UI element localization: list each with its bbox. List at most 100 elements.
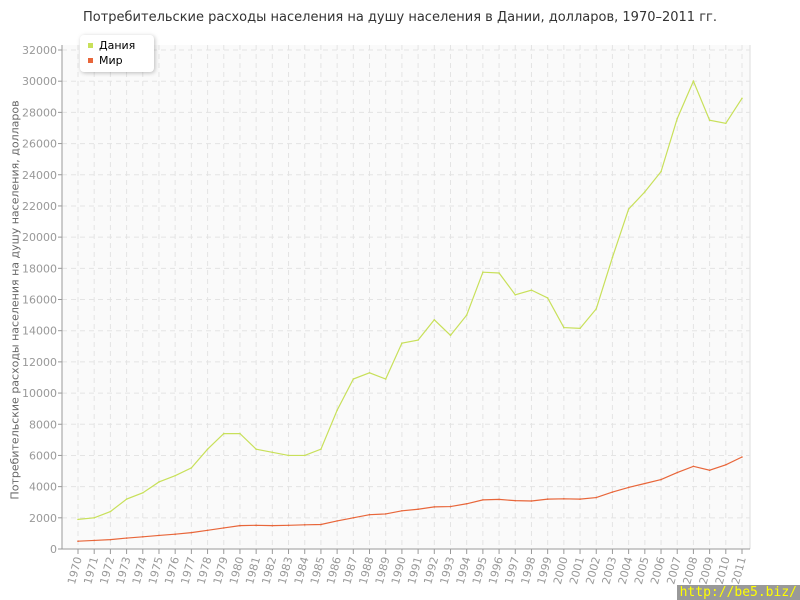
data-point [93,539,95,542]
legend: Дания Мир [80,35,154,72]
data-point [563,326,565,329]
data-point [336,409,338,412]
data-point [158,481,160,483]
data-point [482,499,484,501]
data-point [303,454,306,457]
y-tick-label: 0 [50,543,57,556]
data-point [579,327,581,330]
data-point [222,432,225,435]
y-tick-label: 28000 [22,106,57,119]
legend-swatch [88,43,93,48]
series-line-1 [77,456,743,542]
y-tick-label: 2000 [29,512,57,525]
data-point [579,498,581,500]
data-point [708,119,711,121]
data-point [741,97,743,100]
data-point [401,342,403,344]
data-point [530,500,533,502]
data-point [401,509,403,512]
data-point [368,371,371,374]
data-point [77,540,79,543]
series-line-0 [77,79,743,520]
watermark: http://be5.biz/ [676,585,800,600]
data-point [271,451,274,454]
data-point [725,122,727,125]
data-point [708,469,711,472]
legend-item-denmark[interactable]: Дания [88,38,154,53]
data-point [449,334,452,337]
data-point [109,510,112,513]
data-point [352,378,355,380]
y-tick-label: 10000 [22,387,57,400]
data-point [384,378,387,380]
data-point [190,531,193,534]
data-point [627,486,630,489]
data-point [595,496,598,499]
legend-label: Дания [99,39,136,52]
data-point [530,289,533,291]
data-point [498,272,500,274]
data-point [320,448,322,451]
data-point [498,498,500,501]
data-point [368,513,371,516]
data-point [595,308,598,310]
data-point [660,170,662,173]
data-point [563,497,565,500]
data-point [482,271,484,274]
data-point [449,505,452,508]
data-point [158,534,160,537]
data-point [174,474,176,477]
chart-title: Потребительские расходы населения на душ… [82,10,717,25]
data-point [255,448,257,451]
data-point [141,492,144,494]
legend-item-world[interactable]: Мир [88,53,154,68]
y-tick-label: 24000 [22,169,57,182]
data-point [546,297,549,299]
data-point [271,524,274,527]
data-point [644,191,646,193]
data-point [125,498,128,500]
data-point [352,517,355,519]
data-point [692,465,695,468]
data-point [303,524,306,526]
y-tick-label: 18000 [22,262,57,275]
data-point [465,314,468,316]
legend-label: Мир [99,54,123,67]
data-point [384,513,387,515]
data-point [627,208,630,210]
data-point [77,518,79,521]
plot-background [62,45,750,549]
data-point [514,294,517,296]
data-point [611,256,614,259]
data-point [433,318,436,321]
data-point [660,478,662,481]
y-tick-label: 12000 [22,356,57,369]
data-point [287,454,290,457]
data-point [222,527,225,529]
data-point [725,463,727,466]
data-point [206,529,209,532]
data-point [417,339,419,341]
y-tick-label: 30000 [22,75,57,88]
data-point [644,482,646,485]
y-tick-label: 6000 [29,449,57,462]
data-point [125,537,128,539]
legend-swatch [88,58,93,63]
y-tick-label: 32000 [22,44,57,57]
data-point [433,506,436,508]
data-point [239,524,241,527]
y-tick-label: 26000 [22,138,57,151]
data-point [692,80,695,82]
data-point [109,538,112,541]
data-point [417,508,419,511]
data-point [190,467,193,469]
y-tick-label: 22000 [22,200,57,213]
data-point [546,498,549,500]
data-point [93,517,95,519]
data-point [239,432,241,435]
data-point [465,502,468,505]
data-point [206,448,209,451]
y-tick-label: 20000 [22,231,57,244]
data-point [320,523,322,526]
